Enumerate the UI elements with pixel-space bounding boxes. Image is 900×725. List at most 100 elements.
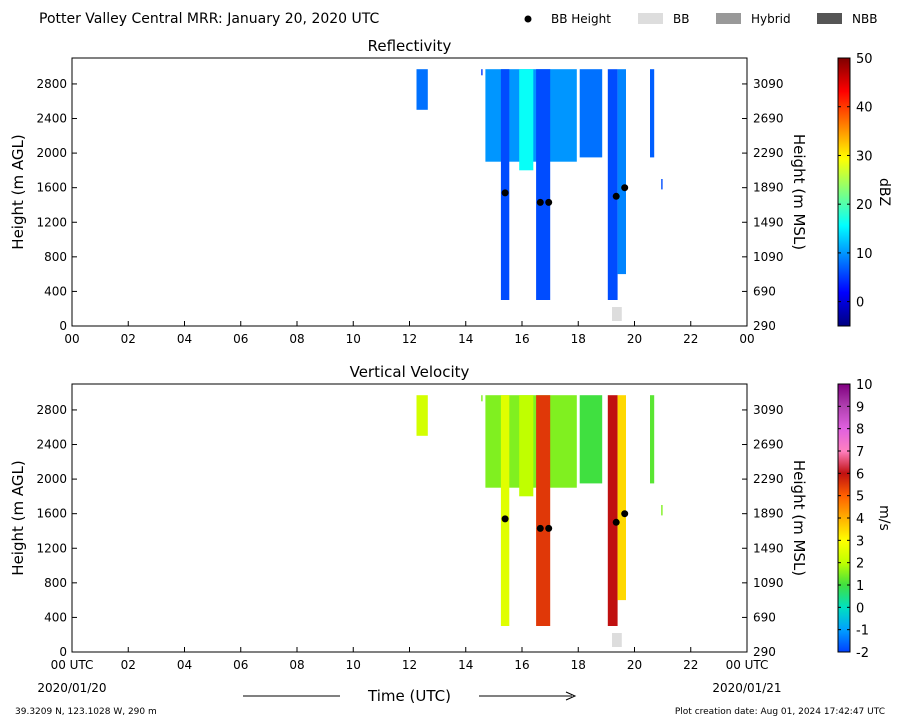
end-date-label: 2020/01/21 — [712, 681, 781, 695]
reflectivity-echo-cell — [607, 69, 618, 300]
velocity-x-tick-label: 18 — [571, 658, 586, 672]
velocity-echo-cell — [661, 505, 663, 516]
time-axis-label: Time (UTC) — [367, 687, 451, 705]
velocity-y-right-tick-label: 690 — [753, 610, 776, 624]
reflectivity-tick-layer: 00 02 04 06 08 10 12 14 16 18 20 22 0004008001200160… — [36, 77, 783, 346]
velocity-bb-height-point — [501, 515, 509, 523]
velocity-y-tick-label: 1200 — [36, 541, 67, 555]
location-text: 39.3209 N, 123.1028 W, 290 m — [15, 707, 157, 717]
reflectivity-y-right-tick-label: 1090 — [753, 250, 784, 264]
velocity-x-tick-label: 14 — [458, 658, 473, 672]
reflectivity-colorbar-tick-label: 40 — [856, 101, 873, 116]
velocity-y-right-tick-label: 2290 — [753, 472, 784, 486]
velocity-echo-cell — [607, 395, 618, 626]
velocity-x-tick-label: 04 — [177, 658, 192, 672]
legend-bb-height-label: BB Height — [551, 12, 611, 26]
reflectivity-echo-cell — [650, 69, 655, 158]
velocity-bb-type-bar — [612, 633, 622, 647]
reflectivity-x-tick-label: 06 — [233, 332, 248, 346]
legend-nbb-swatch — [817, 13, 842, 24]
reflectivity-bb-height-point — [501, 189, 509, 197]
reflectivity-x-tick-label: 00 — [739, 332, 754, 346]
reflectivity-x-tick-label: 10 — [346, 332, 361, 346]
reflectivity-y-right-tick-label: 3090 — [753, 77, 784, 91]
velocity-bb-layer — [501, 510, 629, 647]
velocity-colorbar-tick-label: 10 — [856, 378, 873, 393]
velocity-x-tick-label: 20 — [627, 658, 642, 672]
reflectivity-colorbar-tick-label: 0 — [856, 296, 864, 311]
legend-bb-height-marker — [524, 15, 532, 23]
velocity-colorbar-tick-label: 8 — [856, 423, 864, 438]
reflectivity-x-tick-label: 22 — [683, 332, 698, 346]
velocity-echo-cell — [519, 395, 534, 497]
reflectivity-y-right-tick-label: 1490 — [753, 215, 784, 229]
velocity-colorbar-tick-label: 3 — [856, 534, 864, 549]
reflectivity-y-tick-label: 2000 — [36, 146, 67, 160]
reflectivity-echo-cell — [617, 69, 626, 275]
reflectivity-x-tick-label: 00 — [64, 332, 79, 346]
velocity-bb-height-point — [536, 524, 544, 532]
velocity-echo-cell — [500, 395, 510, 626]
reflectivity-y-tick-label: 0 — [59, 319, 67, 333]
legend-bb-label: BB — [673, 12, 689, 26]
velocity-y-right-tick-label: 1490 — [753, 541, 784, 555]
velocity-colorbar-tick-label: 9 — [856, 400, 864, 415]
legend-bb-swatch — [638, 13, 663, 24]
velocity-echo-cell — [536, 395, 551, 626]
reflectivity-ylabel: Height (m AGL) — [9, 134, 27, 249]
velocity-y-right-tick-label: 1090 — [753, 576, 784, 590]
reflectivity-colorbar-tick-label: 50 — [856, 52, 873, 67]
velocity-colorbar-ticks: -2 -1 0 1 2 3 4 5 6 7 8 9 10 — [838, 378, 873, 661]
reflectivity-echo-layer — [416, 69, 663, 300]
velocity-x-tick-label: 10 — [346, 658, 361, 672]
reflectivity-bb-type-bar — [612, 307, 622, 321]
velocity-x-tick-label: 06 — [233, 658, 248, 672]
velocity-x-tick-label: 00 UTC — [726, 658, 769, 672]
velocity-echo-cell — [650, 395, 655, 484]
velocity-colorbar-tick-label: 4 — [856, 512, 864, 527]
velocity-colorbar-tick-label: 1 — [856, 579, 864, 594]
reflectivity-colorbar-tick-label: 30 — [856, 149, 873, 164]
creation-date-text: Plot creation date: Aug 01, 2024 17:42:4… — [675, 707, 885, 717]
reflectivity-x-tick-label: 18 — [571, 332, 586, 346]
legend-hybrid-swatch — [716, 13, 741, 24]
velocity-y-right-tick-label: 3090 — [753, 403, 784, 417]
velocity-colorbar-tick-label: 6 — [856, 467, 864, 482]
velocity-x-tick-label: 22 — [683, 658, 698, 672]
reflectivity-echo-cell — [500, 69, 510, 300]
reflectivity-colorbar — [837, 57, 851, 327]
reflectivity-y-tick-label: 1200 — [36, 215, 67, 229]
velocity-bb-height-point — [621, 510, 629, 518]
velocity-x-tick-label: 08 — [289, 658, 304, 672]
velocity-colorbar-tick-label: 2 — [856, 557, 864, 572]
velocity-plot-frame — [71, 383, 748, 653]
velocity-y-right-tick-label: 290 — [753, 645, 776, 659]
velocity-y-tick-label: 400 — [44, 610, 67, 624]
velocity-x-tick-label: 02 — [121, 658, 136, 672]
velocity-x-tick-label: 16 — [514, 658, 529, 672]
start-date-label: 2020/01/20 — [37, 681, 106, 695]
velocity-y-tick-label: 2800 — [36, 403, 67, 417]
legend-nbb-label: NBB — [852, 12, 877, 26]
reflectivity-y-right-tick-label: 690 — [753, 284, 776, 298]
velocity-y-right-tick-label: 2690 — [753, 438, 784, 452]
legend-hybrid-label: Hybrid — [751, 12, 791, 26]
reflectivity-bb-height-point — [536, 198, 544, 206]
reflectivity-x-tick-label: 12 — [402, 332, 417, 346]
velocity-y-right-tick-label: 1890 — [753, 507, 784, 521]
reflectivity-y-right-tick-label: 290 — [753, 319, 776, 333]
velocity-ylabel-right: Height (m MSL) — [790, 460, 808, 576]
reflectivity-x-tick-label: 14 — [458, 332, 473, 346]
velocity-ylabel: Height (m AGL) — [9, 460, 27, 575]
reflectivity-y-right-tick-label: 1890 — [753, 181, 784, 195]
reflectivity-colorbar-tick-label: 20 — [856, 198, 873, 213]
velocity-colorbar-label: m/s — [876, 505, 892, 531]
time-arrow-head — [565, 691, 577, 701]
velocity-bb-height-point — [545, 524, 553, 532]
velocity-bb-height-point — [612, 518, 620, 526]
velocity-y-tick-label: 2000 — [36, 472, 67, 486]
reflectivity-bb-height-point — [612, 192, 620, 200]
reflectivity-ylabel-right: Height (m MSL) — [790, 134, 808, 250]
reflectivity-x-tick-label: 16 — [514, 332, 529, 346]
